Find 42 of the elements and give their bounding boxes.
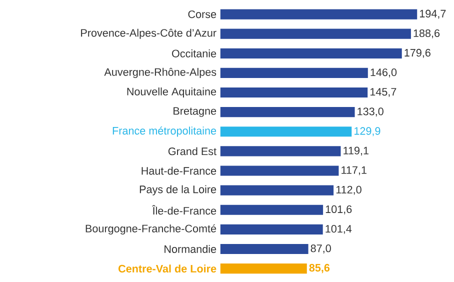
- bar: [220, 166, 339, 176]
- bar: [220, 48, 402, 58]
- y-tick-label: Bourgogne-Franche-Comté: [86, 224, 216, 235]
- data-label: 188,6: [414, 29, 440, 38]
- bar: [220, 107, 355, 118]
- bar: [220, 28, 411, 39]
- bar: [220, 68, 368, 78]
- data-label: 117,1: [342, 166, 366, 176]
- data-label: 112,0: [336, 186, 362, 195]
- y-tick-label: Provence-Alpes-Côte d’Azur: [81, 28, 216, 39]
- y-tick-label: Pays de la Loire: [140, 185, 216, 196]
- bar: [220, 204, 324, 215]
- bar: [220, 126, 352, 137]
- data-label: 85,6: [309, 264, 330, 274]
- data-label: 101,6: [326, 205, 352, 214]
- data-label: 179,6: [404, 48, 430, 58]
- data-label: 87,0: [310, 244, 331, 254]
- y-tick-label: Grand Est: [168, 147, 216, 156]
- data-label: 129,9: [354, 127, 380, 136]
- y-tick-label: Occitanie: [172, 49, 216, 58]
- y-tick-label: Nouvelle Aquitaine: [127, 88, 216, 98]
- data-label: 146,0: [370, 68, 397, 78]
- data-label: 101,4: [326, 224, 352, 234]
- bar: [220, 224, 323, 234]
- y-tick-label: Haut-de-France: [142, 166, 216, 175]
- bar: [220, 244, 308, 254]
- data-label: 145,7: [370, 88, 396, 97]
- y-tick-label: Corse: [188, 10, 216, 18]
- y-tick-label: Île-de-France: [152, 205, 216, 215]
- bar: [220, 185, 334, 196]
- y-tick-label: Auvergne-Rhône-Alpes: [104, 68, 216, 78]
- bar: [220, 88, 368, 98]
- bar: [220, 146, 341, 156]
- y-tick-label: Bretagne: [174, 107, 216, 117]
- y-tick-label: France métropolitaine: [112, 126, 216, 137]
- data-label: 194,7: [420, 10, 446, 19]
- data-label: 119,1: [344, 146, 368, 156]
- y-tick-label: Centre-Val de Loire: [118, 264, 216, 273]
- bar: [220, 9, 418, 20]
- y-tick-label: Normandie: [164, 245, 216, 253]
- bar: [220, 264, 307, 274]
- data-label: 133,0: [358, 108, 384, 117]
